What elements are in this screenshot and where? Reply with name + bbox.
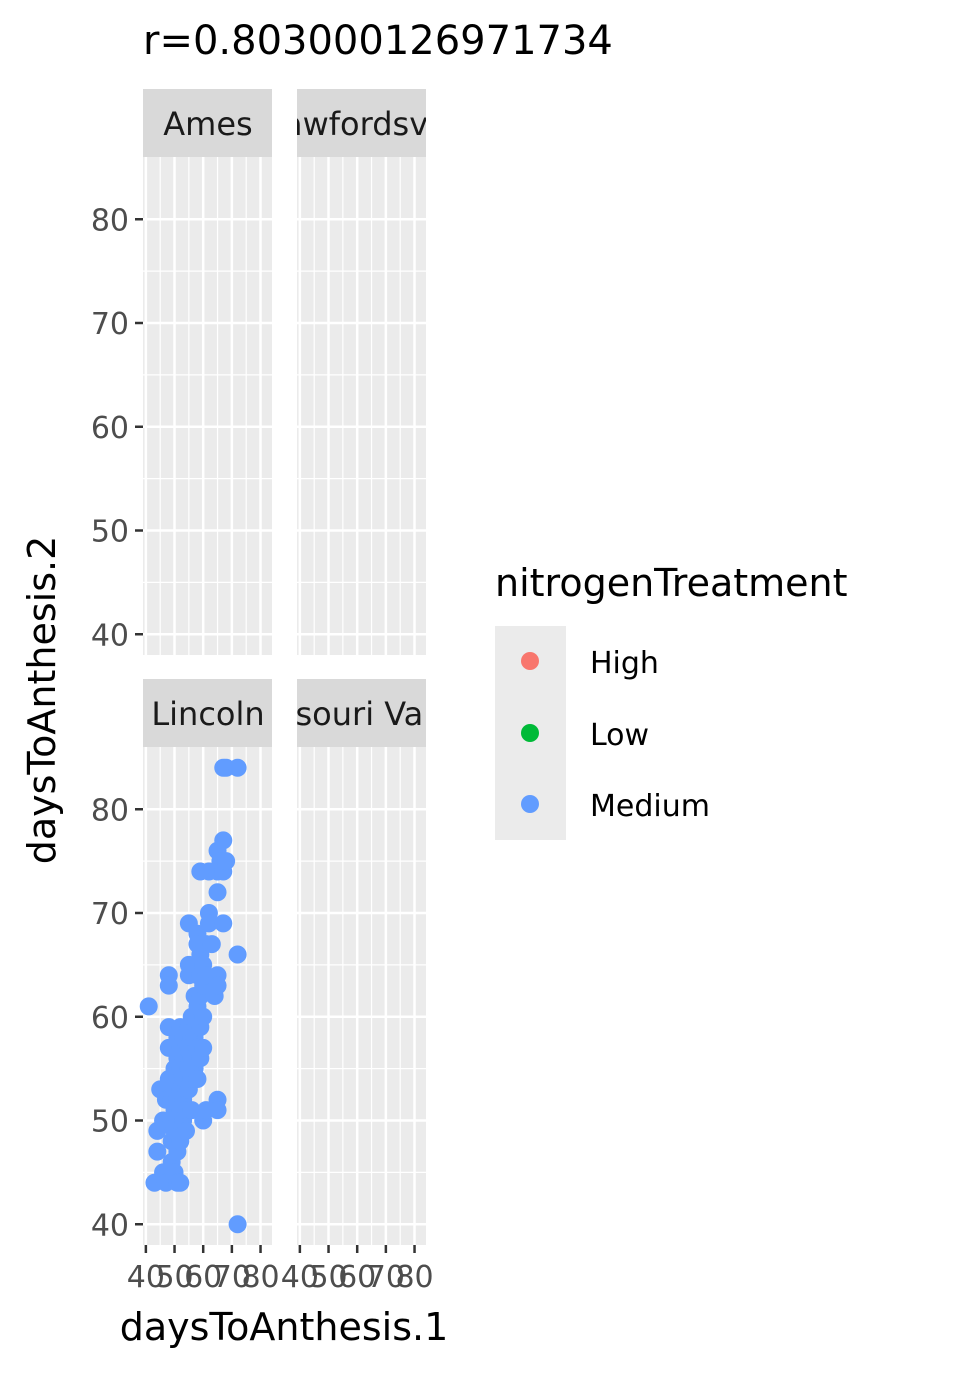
y-axis-title: daysToAnthesis.2 [20, 536, 64, 865]
y-tick-label: 60 [91, 1001, 129, 1036]
scatter-point [148, 1142, 167, 1161]
y-tick-label: 80 [91, 793, 129, 828]
scatter-point [188, 1070, 207, 1088]
legend-label-high: High [590, 646, 659, 681]
strip-lincoln [143, 679, 272, 747]
legend-label-medium: Medium [590, 789, 710, 824]
x-tick-label: 40 [127, 1260, 165, 1295]
x-tick-label: 60 [184, 1260, 222, 1295]
strip-ames [143, 89, 272, 157]
scatter-point [194, 1007, 213, 1026]
y-tick-label: 50 [91, 1105, 129, 1140]
y-tick-label: 40 [91, 618, 129, 653]
strip-missouri-valley [297, 679, 426, 747]
y-tick-label: 80 [91, 203, 129, 238]
legend-key-low [521, 724, 539, 742]
y-tick-label: 60 [91, 411, 129, 446]
scatter-point [228, 945, 247, 964]
legend-label-low: Low [590, 718, 649, 753]
scatter-point [199, 914, 218, 933]
y-tick-label: 40 [91, 1208, 129, 1243]
y-tick-label: 70 [91, 307, 129, 342]
strip-crawfordsville [297, 89, 426, 157]
legend: nitrogenTreatment High Low Medium [495, 561, 848, 840]
scatter-point [208, 976, 227, 995]
legend-title: nitrogenTreatment [495, 561, 848, 605]
x-tick-label: 80 [395, 1260, 433, 1295]
x-tick-label: 50 [155, 1260, 193, 1295]
scatter-point [159, 976, 178, 995]
legend-key-high [521, 652, 539, 670]
scatter-point [228, 758, 247, 777]
scatter-point [228, 1215, 247, 1234]
scatter-point [202, 935, 221, 954]
plot-title: r=0.803000126971734 [143, 18, 613, 64]
y-tick-label: 50 [91, 515, 129, 550]
panel-missouri-valley [297, 747, 426, 1245]
data-points [139, 758, 247, 1234]
scatter-point [194, 1038, 213, 1057]
scatter-point [177, 1121, 195, 1140]
scatter-point [139, 997, 158, 1016]
scatter-point [214, 831, 233, 850]
x-tick-label: 60 [338, 1260, 376, 1295]
y-tick-label: 70 [91, 897, 129, 932]
panel-ames [143, 157, 272, 655]
strip-label-missouri-valley: Missouri Valley [242, 695, 479, 733]
x-axis-title: daysToAnthesis.1 [120, 1305, 449, 1349]
scatter-point [214, 914, 233, 933]
scatter-point [182, 1101, 201, 1120]
strip-label-lincoln: Lincoln [151, 695, 264, 733]
x-tick-label: 50 [309, 1260, 347, 1295]
strip-label-crawfordsville: Crawfordsville [248, 105, 475, 143]
scatter-point [208, 1101, 227, 1120]
x-tick-label: 70 [367, 1260, 405, 1295]
x-tick-label: 70 [213, 1260, 251, 1295]
scatter-point [208, 883, 227, 902]
scatter-point [217, 852, 236, 871]
panel-grids [143, 157, 426, 1245]
legend-key-medium [521, 795, 539, 813]
x-tick-label: 40 [281, 1260, 319, 1295]
scatter-point [171, 1173, 190, 1192]
x-tick-label: 80 [241, 1260, 279, 1295]
strip-label-ames: Ames [163, 105, 252, 143]
panel-crawfordsville [297, 157, 426, 655]
